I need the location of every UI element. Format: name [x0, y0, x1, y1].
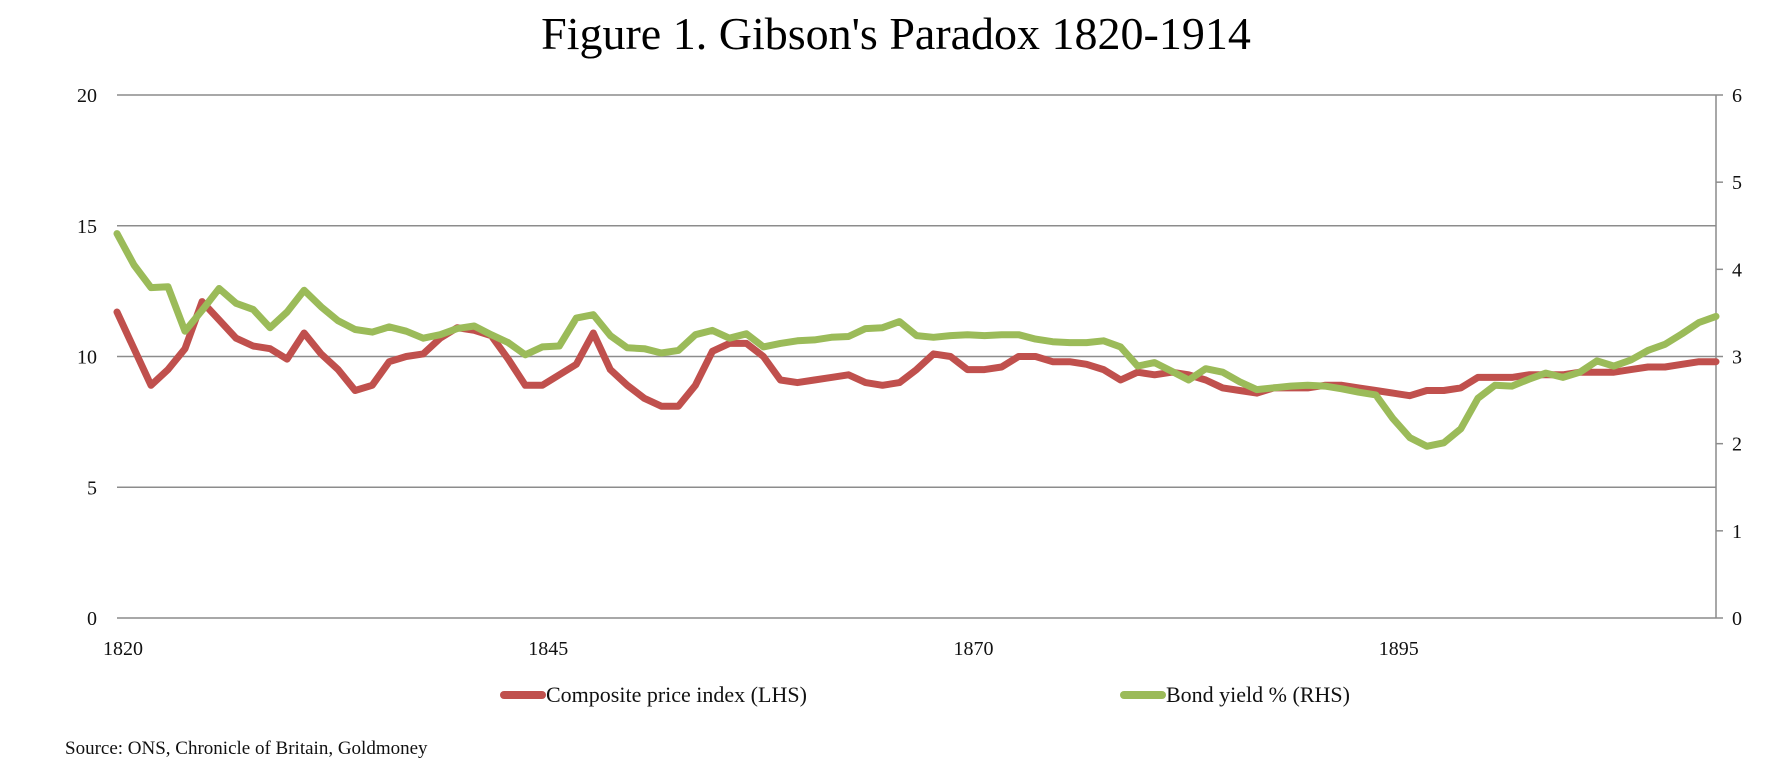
y-right-tick-label: 6: [1732, 85, 1742, 107]
y-left-tick-label: 10: [77, 347, 97, 369]
x-tick-label: 1845: [528, 638, 568, 660]
y-right-tick-label: 5: [1732, 172, 1742, 194]
y-left-tick-label: 20: [77, 85, 97, 107]
series-line-bond-yield: [113, 230, 1720, 450]
series-line-price-index: [113, 298, 1720, 410]
y-right-tick-label: 4: [1732, 259, 1742, 281]
legend-swatch-price: [500, 691, 546, 699]
y-right-tick-label: 2: [1732, 434, 1742, 456]
y-left-tick-label: 5: [87, 477, 97, 499]
source-note: Source: ONS, Chronicle of Britain, Goldm…: [65, 738, 428, 759]
chart-title: Figure 1. Gibson's Paradox 1820-1914: [541, 8, 1251, 59]
y-left-tick-label: 0: [87, 608, 97, 630]
legend-swatch-bond: [1120, 691, 1166, 699]
axis-layer: [1715, 94, 1723, 619]
tick-label-layer: 0 5 10 15 20 0 1 2 3 4 5 6 1820 1845 1870 1895: [77, 85, 1742, 660]
legend-item-bond: Bond yield % (RHS): [1120, 682, 1350, 708]
y-left-tick-label: 15: [77, 216, 97, 238]
y-right-tick-label: 0: [1732, 608, 1742, 630]
legend-label-bond: Bond yield % (RHS): [1166, 682, 1350, 707]
y-right-tick-label: 1: [1732, 521, 1742, 543]
series-layer: [113, 230, 1720, 450]
grid-layer: [117, 94, 1716, 619]
y-right-tick-label: 3: [1732, 347, 1742, 369]
x-tick-label: 1895: [1379, 638, 1419, 660]
legend-item-price: Composite price index (LHS): [500, 682, 807, 708]
x-tick-label: 1820: [103, 638, 143, 660]
legend: Composite price index (LHS) Bond yield %…: [0, 682, 1792, 718]
x-tick-label: 1870: [954, 638, 994, 660]
legend-label-price: Composite price index (LHS): [546, 682, 807, 707]
